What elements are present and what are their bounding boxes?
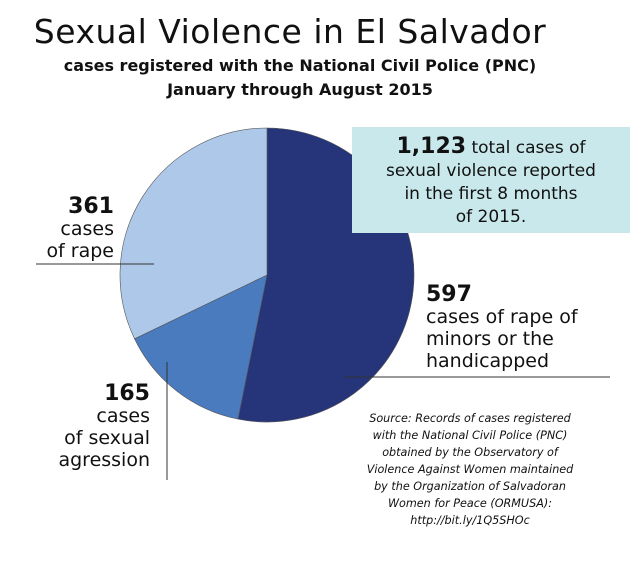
- label-text: of sexual: [64, 427, 150, 449]
- source-note: Source: Records of cases registered with…: [360, 410, 580, 529]
- source-line: Violence Against Women maintained: [366, 463, 574, 476]
- total-callout: 1,123 total cases of sexual violence rep…: [352, 127, 630, 233]
- total-number: 1,123: [396, 134, 467, 159]
- source-line: obtained by the Observatory of: [382, 446, 558, 459]
- data-label: 597: [426, 282, 472, 307]
- label-text: cases: [96, 405, 150, 427]
- label-text: handicapped: [426, 350, 550, 372]
- label-text: of rape: [46, 240, 114, 262]
- callout-text: total cases of: [466, 138, 586, 158]
- label-text: cases of rape of: [426, 306, 578, 328]
- label-text: agression: [58, 449, 150, 471]
- callout-text: sexual violence reported: [386, 161, 596, 181]
- label-text: minors or the: [426, 328, 554, 350]
- callout-text: in the first 8 months: [404, 184, 578, 204]
- source-line: Source: Records of cases registered: [369, 412, 571, 425]
- chart-title: Sexual Violence in El Salvador: [33, 12, 547, 51]
- label-minors: 597 cases of rape of minors or the handi…: [426, 282, 578, 373]
- callout-text: of 2015.: [455, 207, 527, 227]
- source-link[interactable]: http://bit.ly/1Q5SHOc: [410, 514, 530, 527]
- chart-date-range: January through August 2015: [167, 80, 433, 99]
- label-aggression: 165 cases of sexual agression: [40, 381, 150, 472]
- source-line: Women for Peace (ORMUSA):: [387, 497, 553, 510]
- label-text: cases: [60, 218, 114, 240]
- data-label: 165: [104, 381, 150, 406]
- chart-subtitle: cases registered with the National Civil…: [63, 56, 537, 75]
- slice-aggression: [134, 274, 268, 420]
- data-label: 361: [68, 194, 114, 219]
- label-rape: 361 cases of rape: [20, 194, 114, 263]
- slice-rape: [119, 127, 268, 340]
- source-line: with the National Civil Police (PNC): [372, 429, 568, 442]
- source-line: by the Organization of Salvadoran: [374, 480, 566, 493]
